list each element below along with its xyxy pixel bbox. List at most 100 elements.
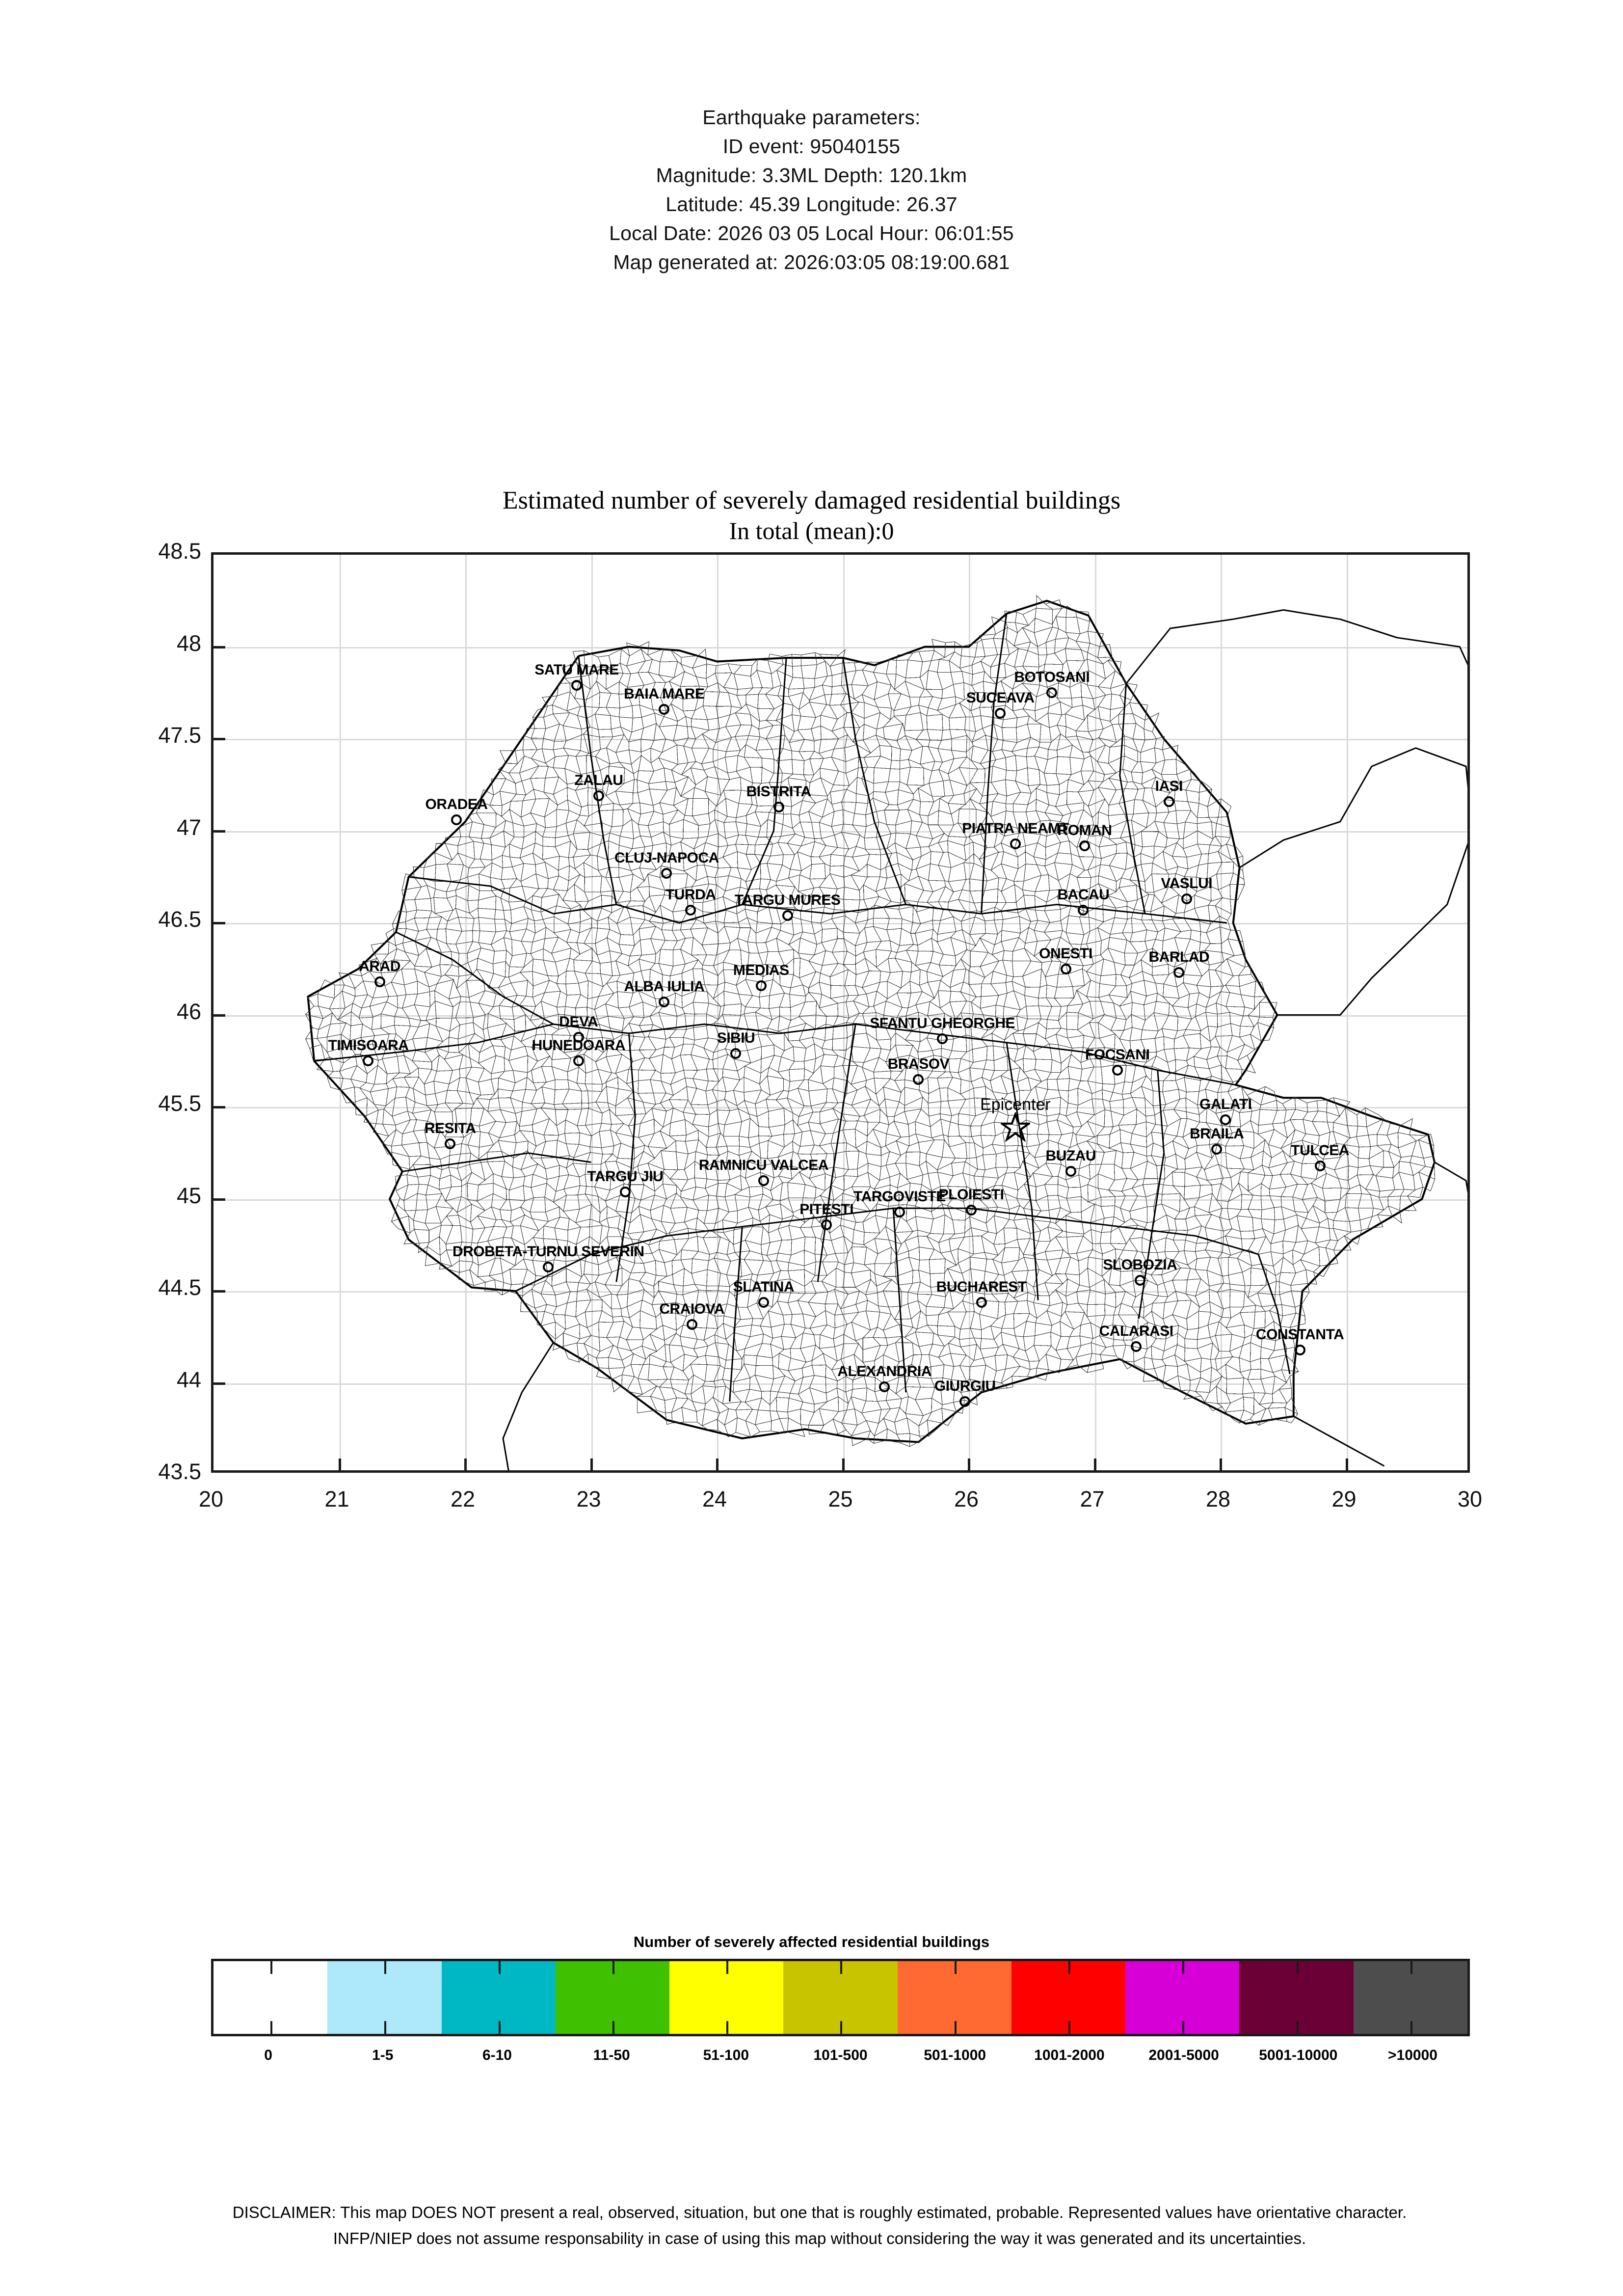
- x-tick-mark: [590, 1459, 593, 1470]
- grid-lines: [213, 555, 1467, 1470]
- city-label: SFANTU GHEORGHE: [870, 1015, 1015, 1032]
- city-label: BUZAU: [1045, 1148, 1096, 1164]
- grid-line-horizontal: [213, 1107, 1467, 1108]
- city-label: CALARASI: [1099, 1323, 1174, 1339]
- colorbar-segment[interactable]: [441, 1961, 556, 2034]
- colorbar-label: 501-1000: [924, 2047, 986, 2063]
- star-icon: [1000, 1112, 1030, 1142]
- grid-line-vertical: [1346, 555, 1348, 1470]
- city-label: CLUJ-NAPOCA: [614, 849, 719, 866]
- grid-line-horizontal: [213, 1199, 1467, 1201]
- colorbar-segment[interactable]: [555, 1961, 670, 2034]
- colorbar-segment[interactable]: [1011, 1961, 1126, 2034]
- colorbar-segment[interactable]: [669, 1961, 784, 2034]
- city-dot-icon: [686, 1319, 697, 1330]
- colorbar-tick-top: [498, 1961, 501, 1974]
- city-label: VASLUI: [1161, 875, 1213, 892]
- city-dot-icon: [1078, 904, 1089, 916]
- colorbar-tick-top: [954, 1961, 957, 1974]
- colorbar-tick-bottom: [1182, 2021, 1185, 2034]
- colorbar-tick-top: [1068, 1961, 1070, 1974]
- city-label: BRASOV: [887, 1055, 950, 1072]
- colorbar-segment[interactable]: [1125, 1961, 1240, 2034]
- colorbar-swatches[interactable]: [211, 1959, 1470, 2036]
- colorbar-label: 1001-2000: [1034, 2047, 1105, 2063]
- grid-line-vertical: [1221, 555, 1222, 1470]
- city-label: GIURGIU: [934, 1378, 996, 1394]
- x-tick-mark: [464, 1459, 467, 1470]
- eq-param-line: Local Date: 2026 03 05 Local Hour: 06:01…: [609, 222, 1014, 244]
- map-plot-area[interactable]: SATU MARE BAIA MARE ORADEA ZALAU BISTRITA SUC…: [211, 552, 1470, 1473]
- eq-param-line: ID event: 95040155: [722, 135, 901, 158]
- city-dot-icon: [451, 814, 462, 825]
- y-tick-label: 46.5: [158, 907, 201, 932]
- city-label: SUCEAVA: [966, 689, 1035, 706]
- x-tick-mark: [1220, 1459, 1222, 1470]
- colorbar-tick-top: [726, 1961, 729, 1974]
- chart-title: Estimated number of severely damaged res…: [502, 486, 1121, 514]
- colorbar-tick-top: [1410, 1961, 1412, 1974]
- city-label: TURDA: [665, 886, 716, 903]
- x-tick-label: 20: [198, 1486, 224, 1512]
- damage-map-figure: Estimated number of severely damaged res…: [0, 486, 1623, 1517]
- x-tick-mark: [338, 1459, 341, 1470]
- colorbar-segment[interactable]: [897, 1961, 1011, 2034]
- city-label: BUCHAREST: [936, 1278, 1027, 1295]
- x-tick-mark: [1093, 1459, 1096, 1470]
- colorbar-title: Number of severely affected residential …: [633, 1933, 990, 1950]
- city-label: ARAD: [359, 958, 400, 974]
- colorbar-label: 11-50: [593, 2047, 630, 2063]
- colorbar-segment[interactable]: [1353, 1961, 1467, 2034]
- grid-line-horizontal: [213, 1383, 1467, 1385]
- colorbar-segment[interactable]: [1239, 1961, 1354, 2034]
- grid-line-horizontal: [213, 1291, 1467, 1293]
- y-tick-mark: [213, 1382, 225, 1385]
- city-dot-icon: [937, 1033, 948, 1045]
- earthquake-parameters-block: Earthquake parameters: ID event: 9504015…: [0, 103, 1623, 277]
- city-label: PIATRA NEAMT: [962, 820, 1069, 837]
- colorbar-tick-bottom: [612, 2021, 614, 2034]
- city-dot-icon: [1060, 963, 1071, 974]
- city-dot-icon: [573, 1055, 584, 1067]
- colorbar-tick-bottom: [726, 2021, 729, 2034]
- city-dot-icon: [1065, 1166, 1076, 1177]
- y-tick-label: 45: [176, 1183, 201, 1208]
- x-tick-label: 21: [324, 1486, 349, 1512]
- y-tick-mark: [213, 1106, 225, 1108]
- chart-subtitle: In total (mean):0: [729, 517, 894, 544]
- city-dot-icon: [543, 1262, 554, 1273]
- colorbar-label: 6-10: [482, 2047, 512, 2063]
- colorbar-segment[interactable]: [783, 1961, 898, 2034]
- city-dot-icon: [661, 867, 672, 879]
- grid-line-vertical: [717, 555, 718, 1470]
- city-label: BOTOSANI: [1014, 669, 1090, 686]
- city-label: ZALAU: [574, 772, 623, 789]
- city-dot-icon: [959, 1396, 971, 1407]
- colorbar-segment[interactable]: [327, 1961, 442, 2034]
- colorbar-segment[interactable]: [213, 1961, 328, 2034]
- city-dot-icon: [1010, 838, 1021, 849]
- city-label: IASI: [1155, 778, 1183, 794]
- city-label: TARGU MURES: [734, 892, 841, 908]
- y-tick-mark: [213, 646, 225, 648]
- romania-administrative-map: [305, 595, 1467, 1470]
- city-dot-icon: [879, 1381, 890, 1392]
- city-dot-icon: [782, 910, 793, 921]
- colorbar-tick-top: [384, 1961, 387, 1974]
- city-label: HUNEDOARA: [532, 1037, 626, 1054]
- city-dot-icon: [758, 1175, 769, 1186]
- y-tick-label: 44.5: [158, 1275, 201, 1300]
- x-tick-label: 28: [1205, 1486, 1231, 1512]
- city-label: ONESTI: [1039, 945, 1092, 962]
- city-dot-icon: [1314, 1161, 1326, 1171]
- city-dot-icon: [659, 704, 670, 715]
- grid-line-vertical: [843, 555, 845, 1470]
- city-label: RESITA: [424, 1120, 476, 1136]
- city-dot-icon: [773, 801, 784, 812]
- city-dot-icon: [755, 980, 767, 991]
- city-label: SLOBOZIA: [1103, 1256, 1177, 1273]
- y-tick-mark: [213, 1014, 225, 1017]
- colorbar-tick-top: [1182, 1961, 1185, 1974]
- colorbar-tick-top: [1296, 1961, 1299, 1974]
- city-dot-icon: [659, 997, 670, 1008]
